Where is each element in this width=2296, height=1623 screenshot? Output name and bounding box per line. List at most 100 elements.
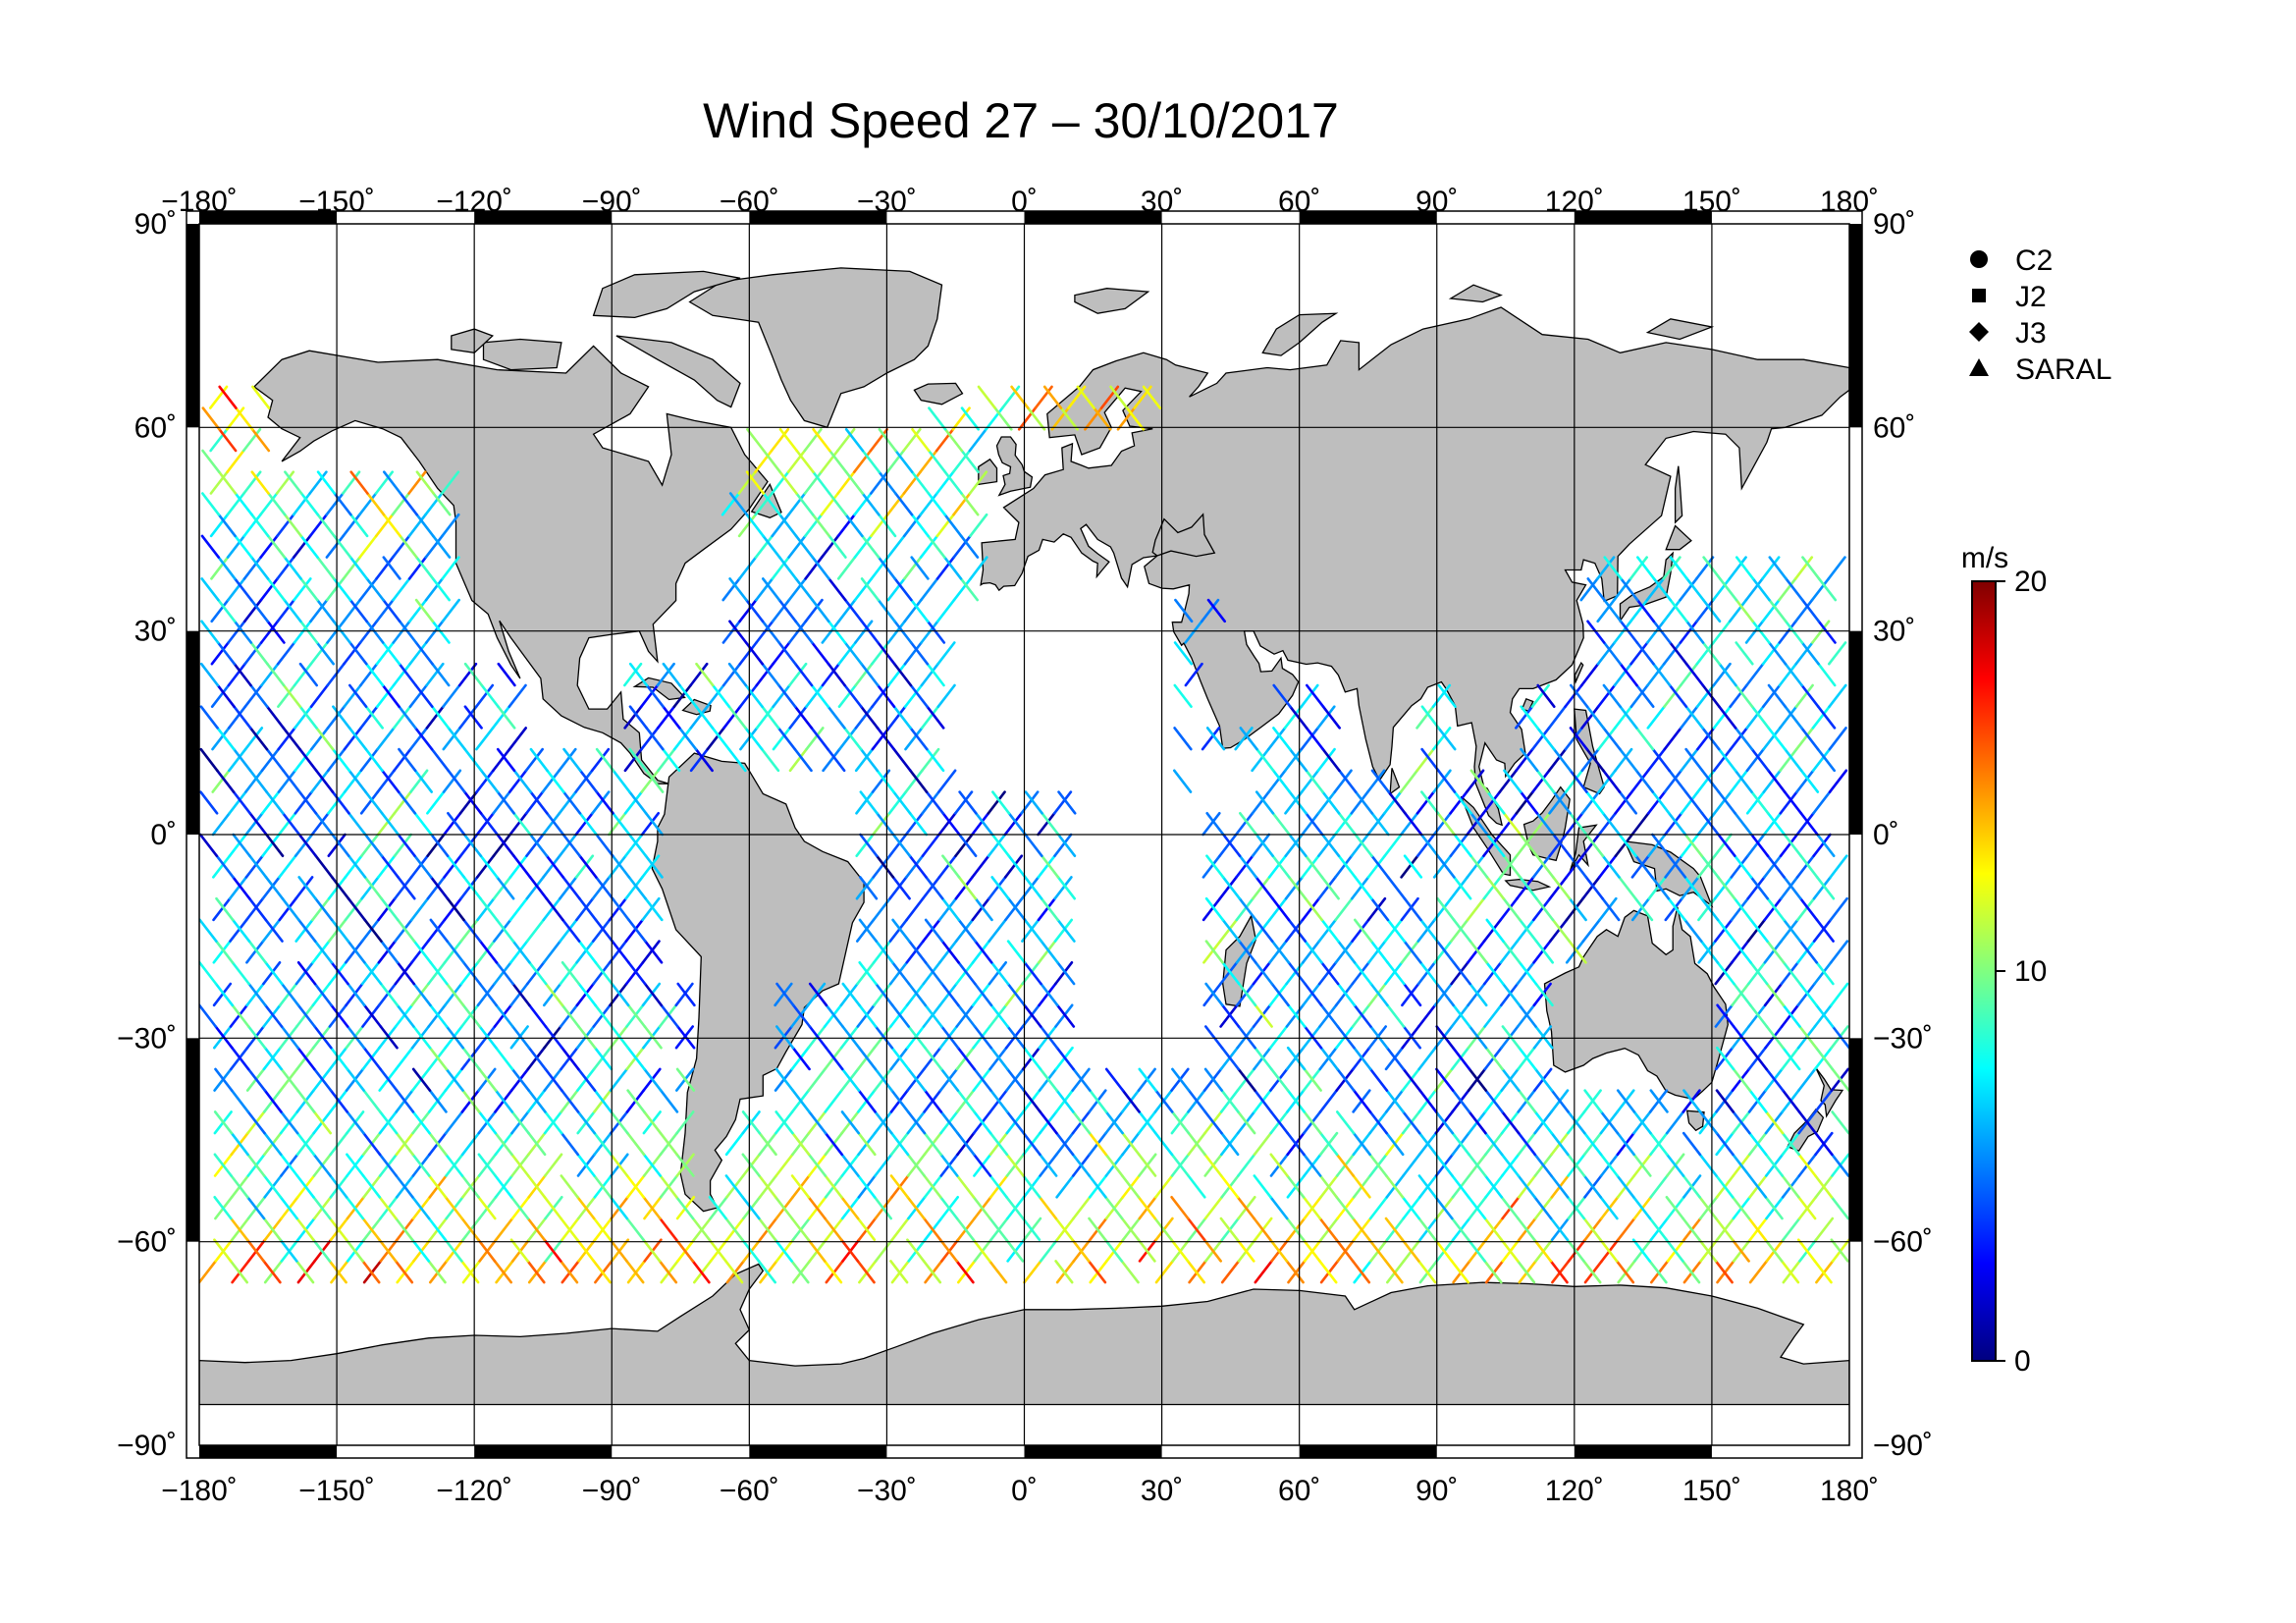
track-segment — [1138, 1153, 1157, 1177]
track-segment — [1762, 769, 1782, 793]
track-segment — [1700, 896, 1720, 922]
track-segment — [935, 513, 955, 538]
track-segment — [445, 1025, 465, 1050]
track-segment — [1533, 1196, 1553, 1220]
track-segment — [1037, 811, 1056, 837]
track-segment — [1254, 1003, 1273, 1028]
track-segment — [1104, 1153, 1124, 1177]
track-segment — [1602, 769, 1622, 793]
track-segment — [904, 854, 925, 879]
track-segment — [642, 1110, 663, 1135]
track-segment — [1153, 1217, 1173, 1241]
track-segment — [746, 427, 766, 453]
track-segment — [856, 1003, 876, 1028]
track-segment — [1351, 1260, 1371, 1284]
track-segment — [247, 940, 267, 964]
track-segment — [377, 896, 397, 922]
track-segment — [920, 577, 939, 602]
track-segment — [891, 918, 911, 943]
track-segment — [1515, 747, 1534, 773]
track-segment — [201, 406, 221, 431]
track-segment — [527, 1131, 547, 1157]
track-segment — [391, 492, 410, 516]
track-segment — [927, 449, 947, 474]
track-segment — [1109, 385, 1129, 409]
track-segment — [1662, 556, 1682, 580]
track-segment — [821, 662, 841, 687]
land-banks-island — [451, 328, 495, 353]
track-segment — [1304, 896, 1323, 922]
track-segment — [347, 940, 366, 964]
track-segment — [1548, 790, 1568, 815]
track-segment — [1569, 727, 1588, 751]
track-segment — [326, 705, 347, 730]
track-segment — [876, 727, 896, 751]
track-segment — [308, 513, 329, 538]
track-segment — [1778, 577, 1797, 602]
track-segment — [1798, 1025, 1818, 1050]
track-segment — [1469, 854, 1489, 879]
track-segment — [758, 1174, 777, 1199]
track-segment — [1437, 683, 1457, 709]
track-segment — [1285, 1003, 1305, 1028]
track-segment — [827, 662, 846, 687]
legend-diamond-icon — [1969, 322, 1989, 342]
track-segment — [1817, 662, 1837, 687]
track-segment — [1745, 790, 1766, 815]
track-segment — [610, 1110, 629, 1135]
track-segment — [889, 1131, 910, 1157]
track-segment — [876, 769, 895, 793]
track-segment — [1812, 876, 1832, 900]
track-segment — [314, 811, 334, 837]
track-segment — [362, 1046, 382, 1071]
track-segment — [858, 876, 879, 900]
track-segment — [1219, 1174, 1240, 1199]
track-segment — [1500, 982, 1520, 1007]
track-segment — [905, 896, 925, 922]
lat-label-left: 0˚ — [150, 819, 177, 851]
track-segment — [1288, 833, 1308, 858]
track-segment — [920, 662, 939, 687]
track-segment — [545, 896, 564, 922]
track-segment — [902, 427, 922, 453]
track-segment — [381, 641, 401, 666]
track-segment — [1221, 876, 1242, 900]
track-segment — [235, 406, 254, 431]
track-segment — [924, 918, 944, 943]
track-segment — [315, 598, 336, 623]
track-segment — [1420, 705, 1440, 730]
track-segment — [1519, 918, 1538, 943]
track-segment — [807, 1153, 828, 1177]
track-segment — [234, 534, 253, 559]
track-segment — [1335, 1238, 1355, 1263]
track-segment — [1334, 940, 1354, 964]
track-segment — [793, 662, 814, 687]
track-segment — [216, 727, 236, 751]
track-segment — [265, 833, 285, 858]
track-segment — [906, 1110, 927, 1135]
track-segment — [1633, 896, 1654, 922]
track-segment — [1732, 1110, 1751, 1135]
track-segment — [903, 641, 923, 666]
lon-label-bottom: 60˚ — [1278, 1475, 1320, 1507]
track-segment — [859, 705, 880, 730]
track-segment — [396, 1003, 415, 1028]
track-segment — [920, 705, 940, 730]
track-segment — [1400, 811, 1419, 837]
track-segment — [1302, 982, 1321, 1007]
track-segment — [349, 513, 369, 538]
track-segment — [345, 1196, 365, 1220]
track-segment — [295, 1131, 316, 1157]
track-segment — [1778, 620, 1797, 644]
track-segment — [328, 1217, 348, 1241]
track-segment — [843, 641, 863, 666]
track-segment — [1006, 1067, 1026, 1092]
track-segment — [1782, 1003, 1801, 1028]
track-segment — [1067, 385, 1087, 409]
track-segment — [873, 982, 892, 1007]
track-segment — [852, 449, 873, 474]
track-segment — [200, 577, 220, 602]
track-segment — [1383, 833, 1403, 858]
track-segment — [542, 854, 561, 879]
track-segment — [938, 940, 958, 964]
